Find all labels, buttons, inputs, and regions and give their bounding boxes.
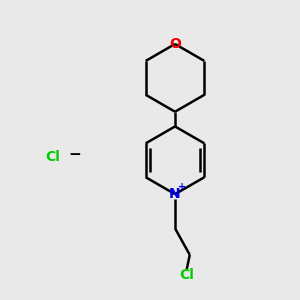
Text: Cl: Cl — [45, 150, 60, 164]
Text: N: N — [169, 187, 181, 201]
Text: +: + — [178, 182, 187, 192]
Text: −: − — [68, 147, 81, 162]
Text: Cl: Cl — [179, 268, 194, 282]
Text: O: O — [169, 37, 181, 51]
